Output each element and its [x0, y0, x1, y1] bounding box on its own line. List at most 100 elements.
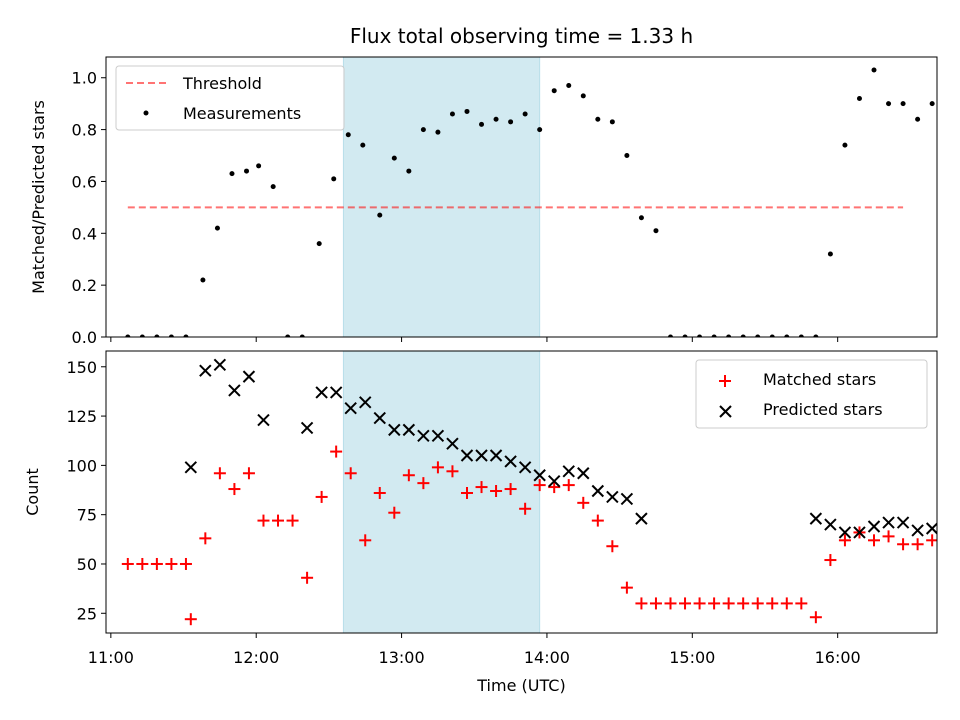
- matched-star-point: [460, 486, 473, 499]
- predicted-legend-swatch: [719, 405, 732, 418]
- matched-star-point: [809, 611, 822, 624]
- predicted-star-point: [853, 526, 866, 539]
- bottom-legend-box: [695, 359, 928, 429]
- bottom-legend: Matched stars Predicted stars: [695, 359, 928, 429]
- x-tick-label: 11:00: [88, 648, 134, 667]
- matched-star-point: [150, 557, 163, 570]
- matched-star-point: [751, 597, 764, 610]
- measurement-point: [479, 121, 485, 127]
- matched-star-point: [286, 514, 299, 527]
- measurement-point: [755, 334, 761, 337]
- measurement-point: [360, 142, 366, 148]
- matched-star-point: [926, 534, 937, 547]
- measurement-point: [168, 334, 174, 337]
- matched-star-point: [606, 540, 619, 553]
- measurement-point: [154, 334, 160, 337]
- predicted-star-point: [315, 386, 328, 399]
- matched-star-point: [577, 496, 590, 509]
- measurement-point: [609, 119, 615, 125]
- predicted-star-point: [896, 516, 910, 529]
- bottom-axes-frame: [105, 350, 938, 634]
- measurement-point: [316, 241, 322, 247]
- predicted-star-point: [199, 364, 212, 377]
- measurement-point: [537, 127, 543, 133]
- matched-star-point: [548, 481, 561, 494]
- measurement-point: [139, 334, 145, 337]
- measurement-point: [813, 334, 819, 337]
- top-legend-box: [115, 65, 345, 131]
- measurement-point: [183, 334, 189, 337]
- predicted-star-point: [300, 421, 314, 435]
- predicted-star-point: [460, 449, 474, 462]
- y-tick-label: 0.8: [72, 121, 97, 140]
- measurement-point: [827, 251, 833, 257]
- measurement-point: [667, 334, 673, 337]
- predicted-star-point: [329, 386, 343, 399]
- measurement-point: [697, 334, 703, 337]
- measurement-point: [435, 129, 441, 135]
- matched-star-point: [664, 597, 677, 610]
- predicted-star-point: [518, 461, 532, 474]
- measurement-point: [244, 168, 250, 174]
- matched-star-point: [388, 506, 401, 519]
- measurement-point: [406, 168, 412, 174]
- top-y-axis-label: Matched/Predicted stars: [29, 100, 48, 294]
- matched-star-point: [179, 557, 192, 570]
- x-tick-label: 15:00: [669, 648, 715, 667]
- measurement-point: [740, 334, 746, 337]
- matched-star-point: [315, 490, 328, 503]
- matched-star-point: [475, 481, 488, 494]
- y-tick-label: 0.4: [72, 224, 97, 243]
- measurement-point: [784, 334, 790, 337]
- measurement-point: [653, 228, 659, 234]
- matched-star-point: [882, 530, 895, 543]
- y-tick-label: 150: [66, 358, 97, 377]
- predicted-star-point: [475, 449, 488, 462]
- matched-star-point: [795, 597, 808, 610]
- predicted-star-point: [431, 429, 445, 443]
- measurement-point: [331, 176, 337, 182]
- predicted-star-point: [533, 469, 546, 482]
- matched-star-point: [359, 534, 372, 547]
- matched-legend-swatch: [719, 375, 731, 387]
- predicted-star-point: [606, 490, 619, 504]
- matched-star-point: [242, 467, 255, 480]
- bottom-y-axis-label: Count: [23, 468, 42, 516]
- measurement-point: [125, 334, 131, 337]
- matched-star-point: [562, 479, 575, 492]
- predicted-star-point: [446, 437, 459, 450]
- matched-star-point: [490, 485, 503, 498]
- matched-star-point: [679, 597, 692, 610]
- measurement-point: [929, 101, 935, 107]
- predicted-star-point: [635, 512, 648, 525]
- measurement-point: [270, 184, 276, 190]
- measurement-point: [638, 215, 644, 221]
- measurement-point: [299, 334, 305, 337]
- measurement-point: [871, 67, 877, 73]
- matched-star-point: [257, 514, 270, 527]
- measurement-point: [595, 116, 601, 122]
- measurements-legend-label: Measurements: [183, 104, 301, 123]
- measurement-point: [345, 132, 351, 138]
- matched-legend-label: Matched stars: [763, 370, 876, 389]
- matched-star-point: [868, 534, 881, 547]
- measurement-point: [464, 108, 470, 114]
- y-tick-label: 1.0: [72, 69, 97, 88]
- matched-star-point: [504, 483, 517, 496]
- measurements-legend-swatch: [143, 110, 149, 116]
- matched-star-point: [373, 486, 386, 499]
- measurement-point: [508, 119, 514, 125]
- predicted-star-point: [824, 518, 837, 531]
- matched-star-point: [591, 514, 604, 527]
- y-tick-label: 0.6: [72, 172, 97, 191]
- matched-star-point: [649, 597, 662, 610]
- measurement-point: [915, 116, 921, 122]
- y-tick-label: 100: [66, 456, 97, 475]
- predicted-star-point: [257, 413, 270, 427]
- predicted-star-point: [489, 449, 503, 462]
- matched-star-point: [766, 597, 779, 610]
- measurement-point: [842, 142, 848, 148]
- measurement-point: [769, 334, 775, 337]
- predicted-legend-label: Predicted stars: [763, 400, 883, 419]
